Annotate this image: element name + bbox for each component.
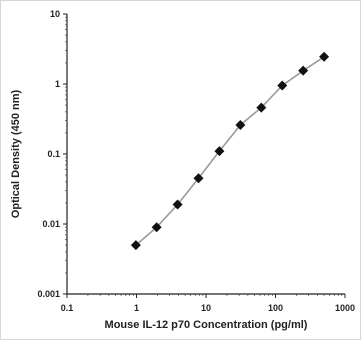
data-point: [256, 102, 267, 113]
data-point: [193, 173, 204, 184]
data-point: [130, 240, 141, 251]
y-tick-label: 0.1: [47, 149, 60, 159]
series-line: [135, 56, 325, 246]
y-tick-label: 0.001: [37, 289, 60, 299]
data-point: [151, 222, 162, 233]
x-tick-label: 10: [201, 303, 211, 313]
data-points: [130, 51, 330, 251]
y-tick-label: 10: [50, 9, 60, 19]
data-point: [214, 146, 225, 157]
x-axis-title: Mouse IL-12 p70 Concentration (pg/ml): [105, 319, 308, 331]
data-point: [298, 65, 309, 76]
y-tick-label: 1: [55, 79, 60, 89]
y-tick-label: 0.01: [42, 219, 60, 229]
data-point: [172, 199, 183, 210]
data-point: [277, 80, 288, 91]
fit-curve: [135, 56, 325, 246]
y-axis-title: Optical Density (450 nm): [10, 89, 22, 218]
data-point: [235, 119, 246, 130]
x-tick-label: 1000: [335, 303, 355, 313]
x-tick-label: 1: [134, 303, 139, 313]
x-tick-label: 0.1: [61, 303, 74, 313]
axes: [63, 13, 346, 298]
data-point: [319, 51, 330, 62]
x-tick-label: 100: [268, 303, 283, 313]
